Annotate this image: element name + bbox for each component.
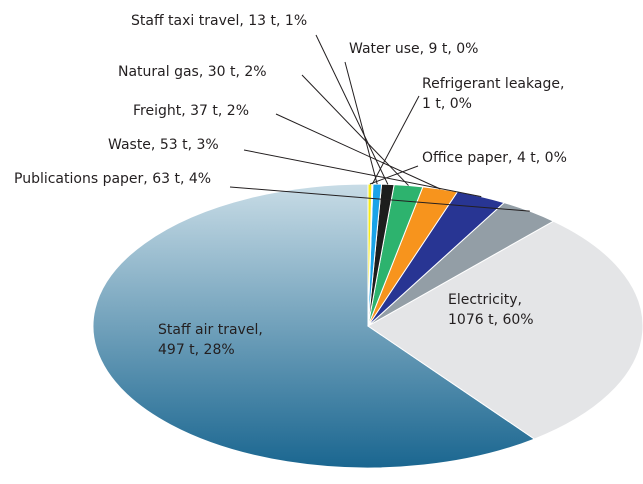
slice-electricity: [92, 183, 536, 469]
slice-labels: Electricity, 1076 t, 60% Staff air travel,…: [14, 13, 567, 358]
slice-label-line: Refrigerant leakage,: [422, 76, 564, 92]
slice-label-line: Freight, 37 t, 2%: [133, 103, 249, 119]
slice-label-office-paper: Office paper, 4 t, 0%: [422, 150, 567, 166]
leader-line-refrigerant-leakage: [371, 95, 420, 185]
leader-line-freight: [275, 113, 441, 190]
leader-line-natural-gas: [301, 74, 409, 186]
slice-label-freight: Freight, 37 t, 2%: [133, 103, 249, 119]
slice-label-line: Electricity,: [448, 292, 522, 308]
leader-line-staff-taxi-travel: [315, 34, 389, 185]
leader-lines: [229, 34, 530, 212]
slice-office-paper: [367, 183, 373, 327]
slice-label-staff-taxi-travel: Staff taxi travel, 13 t, 1%: [131, 13, 307, 29]
leader-line-waste: [243, 149, 482, 198]
slice-label-refrigerant-leakage: Refrigerant leakage, 1 t, 0%: [422, 76, 564, 112]
leader-line-water-use: [344, 61, 378, 185]
slice-label-line: Waste, 53 t, 3%: [108, 137, 219, 153]
leader-line-office-paper: [369, 165, 419, 185]
slice-label-line: 497 t, 28%: [158, 342, 235, 358]
slice-label-line: 1076 t, 60%: [448, 312, 534, 328]
slice-label-line: Publications paper, 63 t, 4%: [14, 171, 211, 187]
slice-label-line: Natural gas, 30 t, 2%: [118, 64, 267, 80]
slice-label-electricity: Electricity, 1076 t, 60%: [448, 292, 534, 328]
slice-label-waste: Waste, 53 t, 3%: [108, 137, 219, 153]
pie-slices: [92, 183, 643, 469]
slice-label-publications-paper: Publications paper, 63 t, 4%: [14, 171, 211, 187]
slice-label-water-use: Water use, 9 t, 0%: [349, 41, 478, 57]
slice-label-line: Staff air travel,: [158, 322, 263, 338]
slice-label-line: Office paper, 4 t, 0%: [422, 150, 567, 166]
leader-line-publications-paper: [229, 186, 530, 212]
slice-label-line: Staff taxi travel, 13 t, 1%: [131, 13, 307, 29]
slice-label-natural-gas: Natural gas, 30 t, 2%: [118, 64, 267, 80]
slice-label-staff-air-travel: Staff air travel, 497 t, 28%: [158, 322, 263, 358]
slice-label-line: Water use, 9 t, 0%: [349, 41, 478, 57]
slice-label-line: 1 t, 0%: [422, 96, 472, 112]
